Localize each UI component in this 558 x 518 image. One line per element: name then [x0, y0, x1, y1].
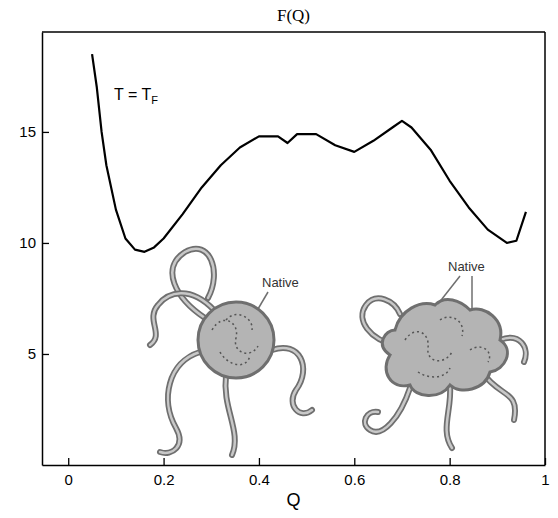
chain [447, 386, 452, 448]
x-tick-mark [163, 458, 164, 465]
x-tick-mark [259, 458, 260, 465]
x-tick-label: 0 [65, 471, 73, 488]
chart: 00.20.40.60.8151015F(Q)QT = TFNativeNati… [0, 0, 558, 518]
chain-outline [272, 348, 312, 413]
series [92, 54, 526, 252]
x-axis: 0 0.2 0.4 0.6 0.8 1 [43, 458, 550, 488]
core-chain [405, 317, 490, 377]
y-tick: 10 [19, 234, 49, 251]
chain [365, 388, 410, 432]
y-tick-label: 5 [28, 345, 36, 362]
y-tick-mark [42, 132, 49, 133]
chain-outline [225, 376, 234, 455]
chain-outline [160, 352, 200, 453]
x-tick: 0.4 [249, 458, 270, 488]
y-tick-label: 10 [19, 234, 36, 251]
y-tick: 15 [19, 123, 49, 140]
chain-outline [447, 386, 452, 448]
chain-outline [365, 388, 410, 432]
core-chain [212, 315, 258, 365]
chain [160, 352, 200, 453]
x-tick-label: 0.4 [249, 471, 270, 488]
x-tick-mark [449, 458, 450, 465]
y-axis-line [42, 33, 44, 466]
title: F(Q) [277, 6, 310, 25]
chain [225, 376, 234, 455]
temperature-subscript: F [151, 94, 158, 106]
x-tick-mark [354, 458, 355, 465]
x-axis-line [43, 465, 546, 467]
plot: 00.20.40.60.8151015 [19, 32, 549, 488]
x-tick: 0.8 [440, 458, 461, 488]
x-tick: 0.6 [344, 458, 365, 488]
partial-core [382, 300, 507, 396]
illustration [150, 249, 526, 455]
x-axis-title: Q [286, 490, 300, 510]
native-core [198, 302, 274, 378]
x-tick-mark [68, 458, 69, 465]
leader-line [471, 276, 473, 309]
y-tick-label: 15 [19, 123, 36, 140]
chain [272, 348, 312, 413]
x-tick-label: 1 [541, 471, 549, 488]
leader-line [438, 276, 460, 304]
free-energy-curve [92, 54, 526, 252]
x-tick: 0 [65, 458, 73, 488]
y-tick-mark [42, 243, 49, 244]
y-axis: 5 10 15 [19, 33, 49, 466]
temperature-text: T = T [114, 86, 151, 103]
y-tick-mark [42, 354, 49, 355]
x-tick-label: 0.2 [154, 471, 175, 488]
frame [544, 32, 546, 465]
frame [42, 31, 545, 33]
y-tick: 5 [28, 345, 49, 362]
native-label: Native [262, 275, 299, 290]
leader-line [258, 292, 268, 309]
x-tick-label: 0.8 [440, 471, 461, 488]
temperature-label: T = TF [114, 86, 158, 106]
native-label: Native [448, 259, 485, 274]
x-tick-label: 0.6 [344, 471, 365, 488]
x-tick: 0.2 [154, 458, 175, 488]
